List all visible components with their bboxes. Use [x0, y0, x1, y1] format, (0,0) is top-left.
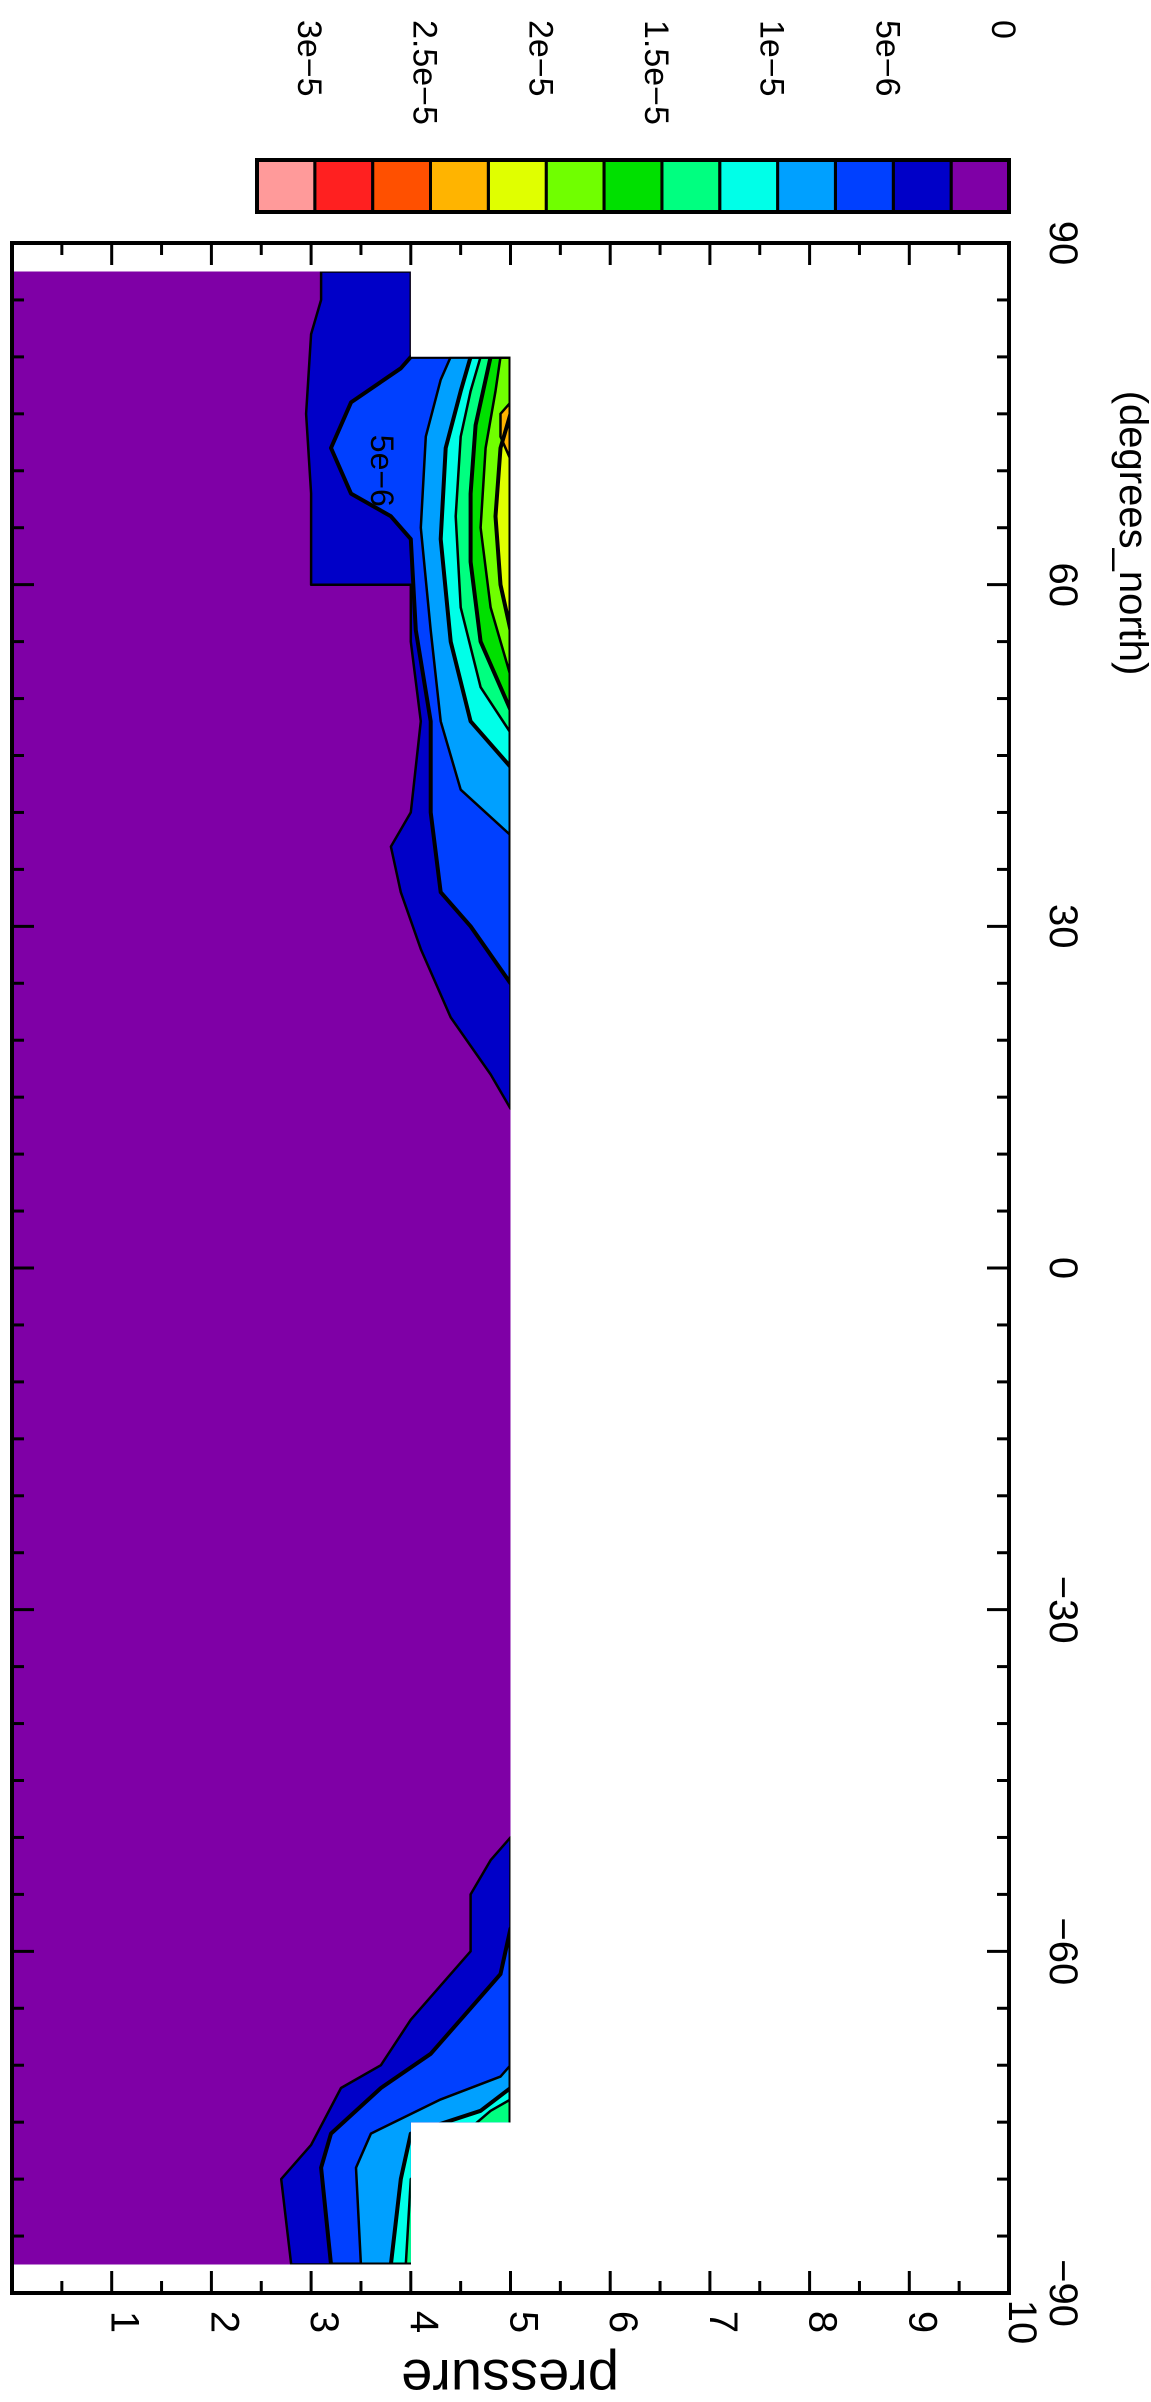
contour-line [404, 2098, 511, 2265]
colorbar-label: 5e−6 [868, 20, 906, 97]
colorbar-swatch [834, 158, 895, 214]
colorbar-swatch [255, 158, 317, 214]
y-tick-label: 10 [1000, 2300, 1044, 2345]
contour-line [319, 1926, 511, 2265]
colorbar-label: 2.5e−5 [406, 20, 444, 125]
contour-line [388, 2086, 511, 2265]
x-tick-label: −60 [1041, 1917, 1085, 1985]
contour-band-base [12, 271, 511, 2265]
axis-ticks: −90 −60 −30 0 30 60 90 1 2 3 4 5 6 7 8 9 10 [12, 221, 1085, 2345]
contour-line [304, 271, 511, 1110]
y-tick-label: 1 [103, 2311, 147, 2333]
colorbar: 0 5e−6 1e−5 1.5e−5 2e−5 2.5e−5 3e−5 [255, 20, 1022, 214]
colorbar-swatch [371, 158, 433, 214]
contour-line [279, 1836, 511, 2265]
colorbar-label: 3e−5 [290, 20, 328, 97]
x-tick-label: 0 [1041, 1257, 1085, 1279]
colorbar-label: 2e−5 [521, 20, 559, 97]
y-tick-label: 4 [402, 2311, 446, 2333]
x-tick-label: 30 [1041, 904, 1085, 949]
y-tick-label: 9 [900, 2311, 944, 2333]
contour-line [493, 411, 511, 633]
colorbar-swatch [776, 158, 837, 214]
x-tick-label: −30 [1041, 1576, 1085, 1644]
colorbar-swatch [544, 158, 606, 214]
contour-line [329, 354, 511, 986]
colorbar-label: 0 [984, 20, 1022, 39]
colorbar-swatch [486, 158, 548, 214]
colorbar-label: 1.5e−5 [637, 20, 675, 125]
contour-lines [279, 271, 511, 2265]
colorbar-frame [255, 158, 1011, 214]
colorbar-swatch [313, 158, 375, 214]
plot-area: 5e−6 −90 −60 −30 0 30 60 90 1 2 3 4 5 6 7 8 9 10 [10, 221, 1085, 2345]
y-tick-label: 3 [302, 2311, 346, 2333]
contour-line [499, 401, 511, 461]
y-tick-label: 6 [601, 2311, 645, 2333]
contour-annotations: 5e−6 [364, 435, 400, 507]
colorbar-swatch [602, 158, 664, 214]
colorbar-swatch [718, 158, 780, 214]
colorbar-label: 1e−5 [753, 20, 791, 97]
contour-label: 5e−6 [364, 435, 400, 507]
x-tick-label: −90 [1041, 2259, 1085, 2327]
contour-line [354, 2063, 511, 2265]
y-axis-label: pressure [401, 2348, 619, 2402]
colorbar-swatch [891, 158, 953, 214]
y-tick-label: 8 [801, 2311, 845, 2333]
colorbar-swatch [949, 158, 1011, 214]
y-tick-label: 5 [502, 2311, 546, 2333]
contour-fills [12, 271, 511, 2265]
x-tick-label: 60 [1041, 562, 1085, 607]
y-tick-label: 7 [701, 2311, 745, 2333]
x-tick-label: 90 [1041, 221, 1085, 266]
contour-line [479, 355, 511, 678]
colorbar-swatch [660, 158, 722, 214]
colorbar-swatch [429, 158, 490, 214]
y-tick-label: 2 [202, 2311, 246, 2333]
x-axis-label: (degrees_north) [1111, 391, 1151, 676]
